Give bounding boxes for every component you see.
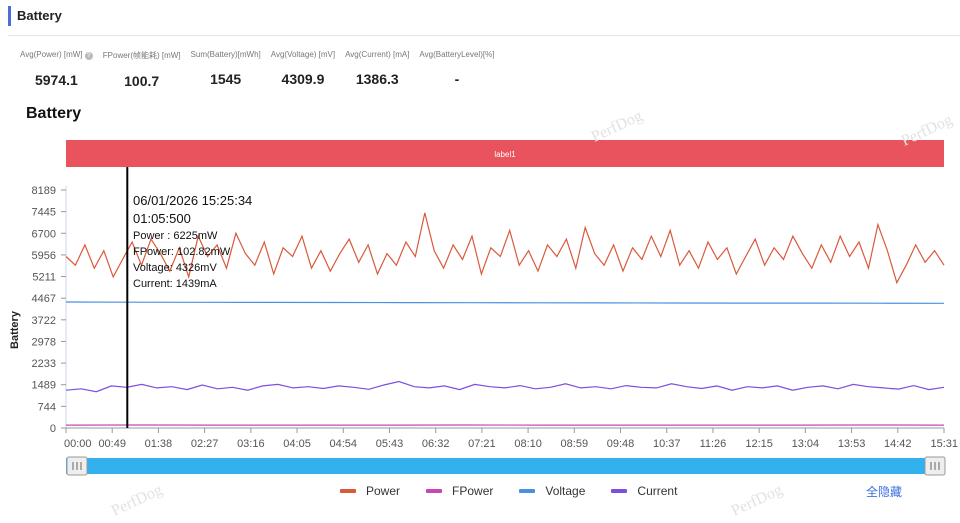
y-tick-label: 0 [50, 423, 56, 435]
y-tick-label: 2978 [32, 336, 56, 348]
section-header: Battery [8, 6, 62, 26]
stat-value: 5974.1 [34, 72, 78, 88]
voltage-swatch-icon [519, 489, 536, 493]
y-tick-label: 7445 [32, 207, 56, 219]
x-tick-label: 08:10 [514, 438, 542, 450]
x-tick-label: 04:05 [283, 438, 311, 450]
tooltip-power: Power : 6225mW [133, 230, 218, 242]
series-current-line [65, 380, 945, 393]
range-navigator [66, 458, 944, 474]
stat-label: Avg(Power) [mW] ? [20, 50, 93, 60]
stat-label: Avg(BatteryLevel)[%] [419, 50, 495, 59]
x-tick-label: 06:32 [422, 438, 450, 450]
tooltip-fpower: FPower: 102.82mW [133, 246, 231, 258]
y-tick-label: 4467 [32, 293, 56, 305]
stat-item: Avg(Voltage) [mV] 4309.9 [271, 50, 335, 89]
x-tick-label: 12:15 [745, 438, 773, 450]
y-tick-label: 6700 [32, 228, 56, 240]
divider [8, 35, 960, 36]
label-band-text: label1 [494, 150, 516, 159]
tooltip-current: Current: 1439mA [133, 278, 217, 290]
x-tick-label: 04:54 [329, 438, 357, 450]
label-band [66, 140, 944, 167]
x-tick-label: 11:26 [700, 438, 727, 450]
series-voltage-line [65, 301, 945, 304]
y-tick-label: 3722 [32, 315, 56, 327]
help-icon[interactable]: ? [84, 52, 93, 60]
legend-current[interactable]: Current [611, 484, 677, 498]
legend-label: Voltage [545, 484, 586, 498]
legend-label: Power [366, 484, 401, 498]
stat-value: 4309.9 [281, 71, 325, 87]
stat-value: - [454, 71, 460, 87]
x-tick-label: 08:59 [561, 438, 589, 450]
x-tick-label: 00:00 [64, 438, 92, 450]
fpower-swatch-icon [426, 489, 443, 493]
y-axis-label: Battery [9, 310, 21, 349]
x-tick-label: 14:42 [884, 438, 912, 450]
stat-label: FPower(帧能耗) [mW] [102, 51, 181, 60]
legend-label: Current [637, 484, 678, 498]
stat-item: Sum(Battery)[mWh] 1545 [191, 50, 261, 89]
x-tick-label: 13:53 [838, 438, 866, 450]
y-tick-label: 1489 [32, 380, 56, 392]
x-tick-label: 15:31 [930, 438, 958, 450]
y-tick-label: 5956 [32, 250, 56, 262]
y-tick-label: 2233 [32, 358, 56, 370]
legend-power[interactable]: Power [340, 484, 400, 498]
current-swatch-icon [611, 489, 628, 493]
legend: Power FPower Voltage Current [340, 484, 703, 498]
x-tick-label: 00:49 [98, 438, 126, 450]
chart-title: Battery [26, 105, 82, 122]
stat-label: Avg(Voltage) [mV] [270, 50, 336, 59]
stat-item: FPower(帧能耗) [mW] 100.7 [103, 50, 181, 89]
tooltip-elapsed: 01:05:500 [133, 211, 191, 226]
hide-all-button[interactable]: 全隐藏 [866, 485, 903, 499]
stat-value: 1386.3 [355, 71, 399, 87]
y-tick-label: 8189 [32, 185, 56, 197]
legend-fpower[interactable]: FPower [426, 484, 493, 498]
stat-value: 100.7 [124, 73, 160, 89]
stat-item: Avg(Current) [mA] 1386.3 [345, 50, 409, 89]
tooltip: 06/01/2026 15:25:34 01:05:500 Power : 62… [133, 192, 252, 292]
y-tick-label: 5211 [32, 272, 56, 284]
x-tick-label: 01:38 [145, 438, 173, 450]
tooltip-datetime: 06/01/2026 15:25:34 [133, 193, 253, 208]
tooltip-voltage: Voltage: 4326mV [133, 262, 217, 274]
stat-label: Sum(Battery)[mWh] [190, 50, 261, 59]
x-tick-label: 03:16 [237, 438, 265, 450]
x-tick-label: 02:27 [191, 438, 219, 450]
stat-item: Avg(BatteryLevel)[%] - [419, 50, 494, 89]
x-tick-label: 05:43 [376, 438, 404, 450]
legend-label: FPower [452, 484, 494, 498]
stat-value: 1545 [210, 71, 242, 87]
stat-label: Avg(Current) [mA] [345, 50, 410, 59]
x-tick-label: 09:48 [607, 438, 635, 450]
power-swatch-icon [340, 489, 356, 493]
legend-voltage[interactable]: Voltage [519, 484, 585, 498]
stats-row: Avg(Power) [mW] ? 5974.1 FPower(帧能耗) [mW] 1… [20, 50, 504, 89]
series-power-line [65, 212, 945, 285]
x-tick-label: 13:04 [792, 438, 820, 450]
y-tick-label: 744 [38, 401, 56, 413]
x-tick-label: 07:21 [468, 438, 496, 450]
x-tick-label: 10:37 [653, 438, 681, 450]
stat-item: Avg(Power) [mW] ? 5974.1 [20, 50, 93, 89]
